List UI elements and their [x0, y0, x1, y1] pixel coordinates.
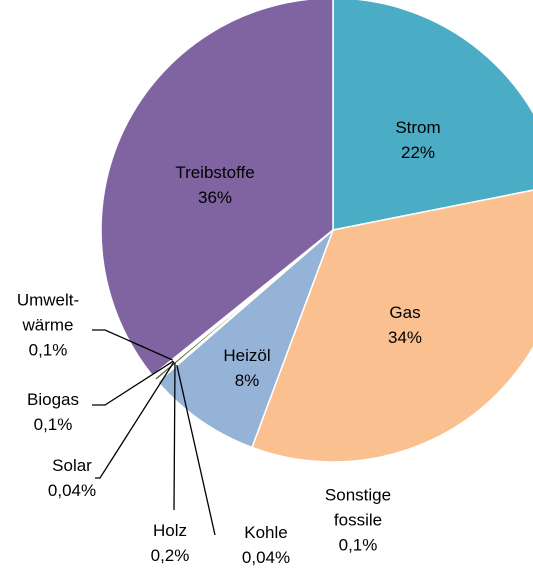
- pie-slice: [100, 0, 334, 377]
- category-label: Holz: [152, 521, 187, 540]
- slice-label: Umwelt- wärme 0,1%: [17, 288, 79, 363]
- slice-label: Treibstoffe 36%: [175, 160, 254, 210]
- leader-line: [176, 364, 216, 536]
- category-label: Gas: [389, 303, 421, 322]
- value-label: 0,1%: [338, 535, 378, 555]
- leader-line: [173, 362, 176, 511]
- category-label: Kohle: [244, 523, 288, 542]
- slice-label: Kohle 0,04%: [242, 520, 290, 570]
- value-label: 0,04%: [47, 481, 97, 500]
- category-label: Solar: [52, 456, 92, 475]
- value-label: 36%: [197, 188, 233, 207]
- category-label: Strom: [395, 118, 441, 137]
- slice-label: Solar 0,04%: [48, 453, 96, 503]
- category-label: Sonstige fossile: [324, 485, 392, 530]
- slice-label: Biogas 0,1%: [27, 387, 79, 437]
- pie-slice: [332, 0, 533, 231]
- value-label: 0,1%: [33, 415, 73, 434]
- leader-line: [92, 329, 173, 361]
- category-label: Umwelt- wärme: [16, 290, 80, 335]
- leader-line: [95, 361, 175, 479]
- value-label: 22%: [400, 143, 436, 162]
- value-label: 0,2%: [150, 546, 190, 565]
- value-label: 0,04%: [241, 548, 291, 567]
- leader-line: [92, 360, 174, 406]
- value-label: 8%: [234, 371, 260, 390]
- slice-label: Heizöl 8%: [223, 343, 270, 393]
- slice-label: Strom 22%: [395, 115, 440, 165]
- pie-slice: [251, 189, 533, 463]
- category-label: Heizöl: [223, 346, 271, 365]
- value-label: 0,1%: [28, 340, 68, 360]
- slice-label: Sonstige fossile 0,1%: [325, 483, 391, 558]
- pie-slice: [156, 229, 334, 449]
- value-label: 34%: [387, 328, 423, 347]
- category-label: Treibstoffe: [175, 163, 255, 182]
- slice-label: Holz 0,2%: [151, 518, 190, 568]
- category-label: Biogas: [27, 390, 79, 409]
- slice-label: Gas 34%: [388, 300, 422, 350]
